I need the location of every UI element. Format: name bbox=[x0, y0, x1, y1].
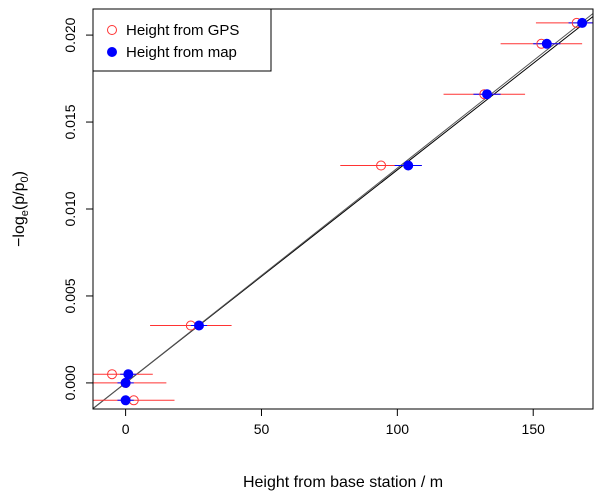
y-axis-title-subscript-0: 0 bbox=[19, 176, 31, 182]
error-bars bbox=[93, 22, 593, 401]
y-tick-label: 0.020 bbox=[62, 17, 78, 52]
point-gps bbox=[107, 369, 118, 380]
x-axis-title: Height from base station / m bbox=[243, 474, 443, 491]
y-tick-label: 0.005 bbox=[62, 278, 78, 313]
point-map bbox=[193, 320, 204, 331]
point-map bbox=[577, 17, 588, 28]
point-map bbox=[120, 377, 131, 388]
point-map bbox=[123, 369, 134, 380]
y-axis-title: −loge(p/p0) bbox=[11, 171, 31, 247]
x-tick-label: 150 bbox=[522, 421, 546, 437]
data-points bbox=[107, 17, 588, 406]
y-axis: 0.000 0.005 0.010 0.015 0.020 bbox=[62, 17, 93, 400]
legend-label-gps: Height from GPS bbox=[126, 22, 239, 39]
x-tick-label: 50 bbox=[254, 421, 270, 437]
point-map bbox=[541, 38, 552, 49]
x-tick-label: 100 bbox=[386, 421, 410, 437]
point-map bbox=[482, 89, 493, 100]
x-axis: 0 50 100 150 bbox=[122, 409, 545, 437]
point-map bbox=[120, 395, 131, 406]
point-gps bbox=[376, 160, 387, 171]
legend-label-map: Height from map bbox=[126, 44, 237, 61]
y-tick-label: 0.015 bbox=[62, 104, 78, 139]
fit-lines bbox=[93, 13, 593, 409]
legend-marker-map bbox=[107, 47, 117, 57]
y-tick-label: 0.000 bbox=[62, 365, 78, 400]
point-map bbox=[403, 160, 414, 171]
legend-marker-gps bbox=[107, 25, 117, 35]
y-axis-title-body: (p/p bbox=[11, 182, 28, 210]
legend-box bbox=[92, 8, 272, 72]
y-axis-title-close: ) bbox=[11, 171, 28, 176]
legend: Height from GPS Height from map bbox=[92, 8, 272, 72]
y-axis-title-subscript-e: e bbox=[19, 210, 31, 216]
y-tick-label: 0.010 bbox=[62, 191, 78, 226]
fit-line bbox=[93, 13, 593, 409]
x-tick-label: 0 bbox=[122, 421, 130, 437]
